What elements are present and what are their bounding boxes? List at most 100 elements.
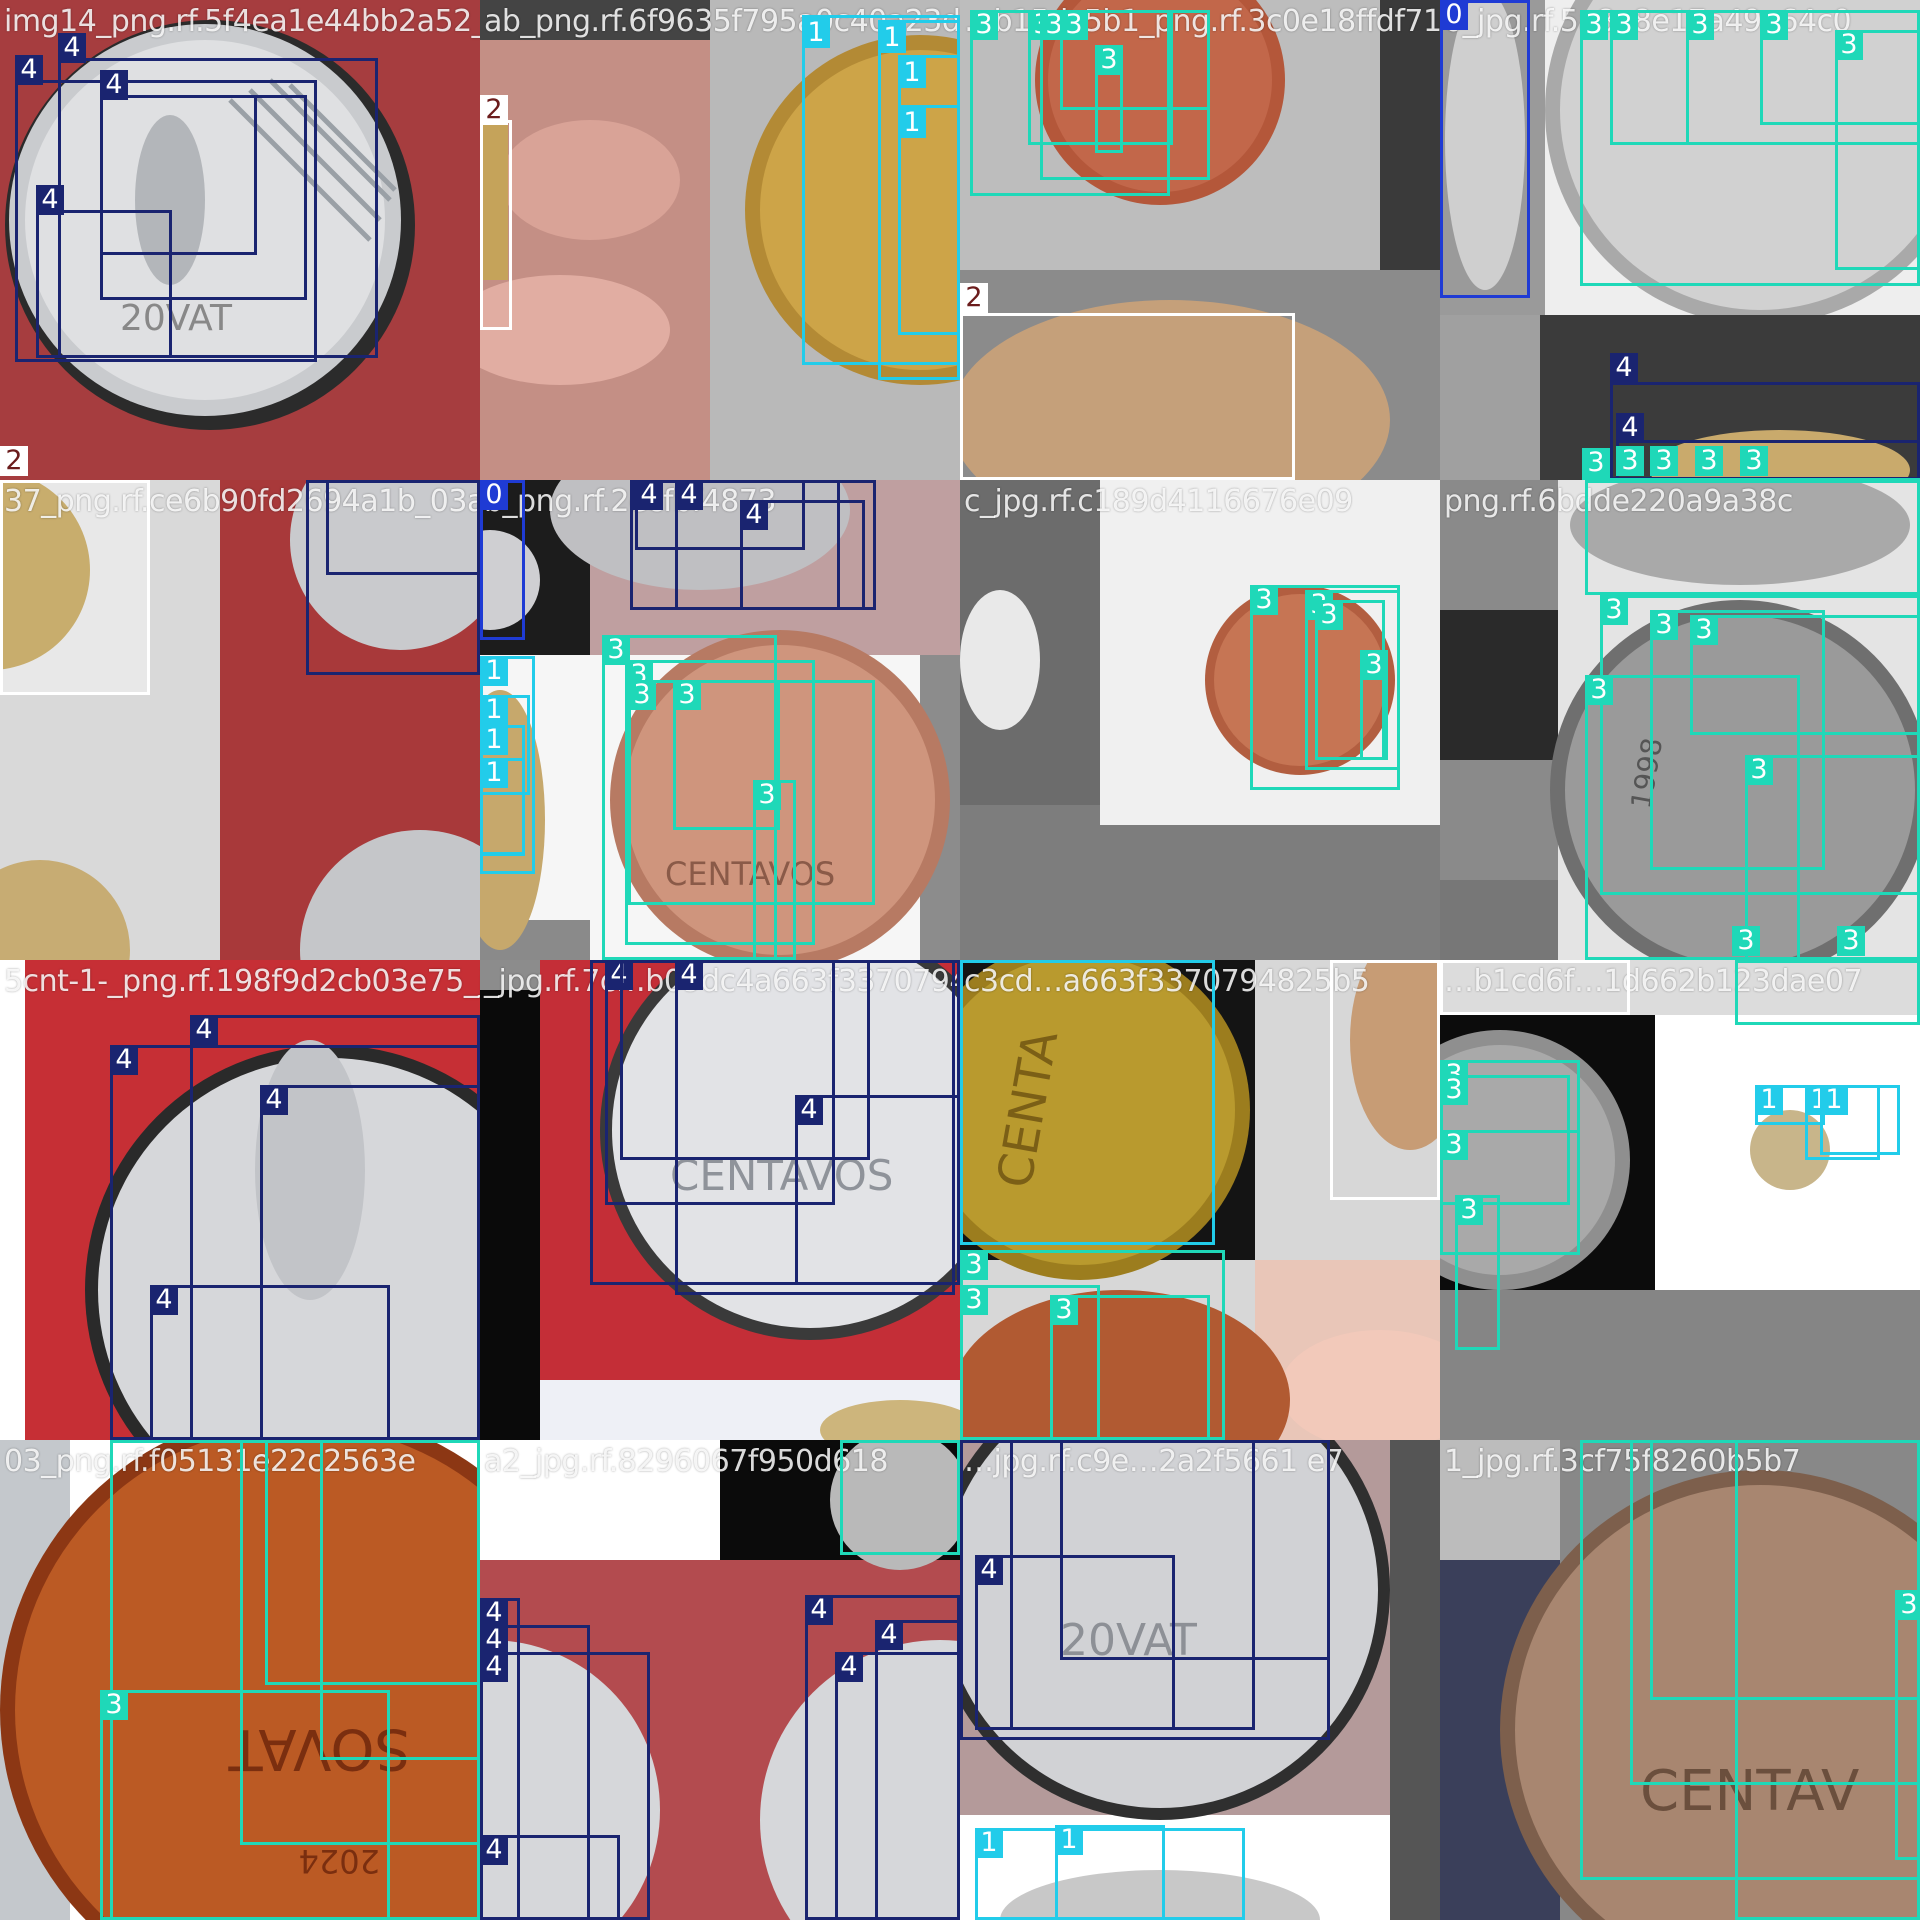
bbox-class-3: 3 [1695,446,1725,480]
bbox-class-3: 3 [1585,675,1800,960]
bbox-label: 3 [1455,1195,1483,1225]
tile-6: CENTAVOS b_png.rf.2ecfbf4873 0 4 4 4 4 1… [480,480,960,960]
bbox-label: 3 [1582,448,1610,478]
bbox-class-3: 3 [840,1440,960,1555]
tile-1: 20VAT img14_png.rf.5f4ea1e44bb2a52_052b6… [0,0,480,480]
bbox-label: 1 [975,1828,1003,1858]
tile-filename: _jpg.rf.7c…b09dc4a663f3370794825b5 [484,964,960,999]
bbox-class-3: 3 [1095,45,1123,153]
bbox-label: 3 [100,1690,128,1720]
bbox-label: 3 [1580,1440,1608,1441]
bbox-class-2: 2 [0,446,30,480]
bbox-class-3: 3 [1732,926,1765,960]
bbox-label: 2 [480,95,508,125]
bbox-label: 3 [265,1440,293,1441]
tile-14: a2_jpg.rf.8296067f950d618 3 4 4 4 4 4 4 … [480,1440,960,1920]
bbox-class-3: 3 [1616,446,1646,480]
bbox-class-1: 1 [1820,1085,1900,1155]
bbox-label: 3 [1745,755,1773,785]
bbox-label: 4 [480,1598,508,1628]
svg-text:CENTAVOS: CENTAVOS [665,855,835,893]
tile-13: SOVAT 2024 03_png.rf.f05131e22c2563e 3 3… [0,1440,480,1920]
coin-photo: CENTAV [1440,1440,1920,1920]
bbox-label: 4 [1610,353,1638,383]
tile-filename: png.rf.6bdde220a9a38c [1444,484,1793,519]
bbox-class-3 [1585,480,1920,595]
bbox-label: 3 [960,1250,988,1280]
coin-photo [0,960,480,1440]
bbox-class-3: 3 [1650,446,1680,480]
bbox-label: 3 [673,680,701,710]
tile-15: 20VAT …jpg.rf.c9e…2a2f5661 e7 4 4 4 4 1 … [960,1440,1440,1920]
svg-text:CENTAV: CENTAV [1640,1759,1859,1824]
svg-text:2024: 2024 [299,1842,380,1880]
bbox-label: 4 [260,1085,288,1115]
tile-filename: 1_jpg.rf.3cf75f8260b5b7 [1444,1444,1801,1479]
bbox-label: 1 [480,695,508,725]
bbox-label: 1 [960,960,988,961]
bbox-class-4: 4 [1060,1440,1330,1660]
bbox-class-3: 3 [1050,1295,1210,1440]
bbox-label: 0 [480,480,508,510]
bbox-class-3: 3 [1440,1130,1580,1255]
bbox-class-0: 0 [480,480,525,640]
bbox-class-3 [1735,960,1920,1025]
bbox-class-3: 3 [960,1285,1100,1440]
bbox-class-3: 3 [1650,610,1825,870]
bbox-label: 3 [1650,1440,1678,1441]
bbox-label: 3 [1440,1075,1468,1105]
tile-3: …b15dc5b1_png.rf.3c0e18ffdf710 3 3 3 3 3… [960,0,1440,480]
bbox-label: 1 [898,58,926,88]
bbox-label: 2 [960,283,988,313]
coin-photo [0,480,480,960]
bbox-class-4: 4 [480,1835,620,1920]
bbox-label: 1 [480,725,508,755]
bbox-label: 4 [795,1095,823,1125]
tile-filename: a2_jpg.rf.8296067f950d618 [484,1444,888,1479]
bbox-class-2: 2 [480,95,512,330]
bbox-class-3: 3 [320,1440,480,1760]
bbox-label: 4 [960,1440,988,1441]
bbox-class-3: 3 [1315,600,1385,760]
bbox-label: 4 [635,480,663,510]
bbox-class-1: 1 [960,960,1215,1245]
tile-9: 5cnt-1-_png.rf.198f9d2cb03e75_jpg 4 4 4 … [0,960,480,1440]
bbox-class-1: 1 [1055,1825,1165,1920]
bbox-class-1: 1 [898,105,960,335]
bbox-label: 4 [110,1045,138,1075]
bbox-class-2 [0,480,150,695]
bbox-class-1: 1 [480,758,525,856]
bbox-label: 0 [1440,0,1468,30]
tile-5: 37_png.rf.ce6b90fd2694a1b_03a 4 4 [0,480,480,960]
bbox-label: 3 [1837,926,1865,956]
bbox-label: 3 [320,1440,348,1441]
bbox-label: 4 [150,1285,178,1315]
bbox-class-2: 2 [1330,960,1440,1200]
bbox-class-4: 4 [100,70,257,255]
bbox-class-3: 3 [753,780,796,960]
bbox-label: 4 [306,480,334,481]
bbox-label: 4 [1616,413,1644,443]
bbox-label: 3 [628,680,656,710]
bbox-label: 3 [1732,926,1760,956]
bbox-label: 4 [675,480,703,510]
bbox-label: 3 [1630,1440,1658,1441]
bbox-class-1: 1 [480,656,535,874]
bbox-label: 3 [240,1440,268,1441]
bbox-label: 3 [753,780,781,810]
bbox-class-2: 2 [1440,480,1460,485]
bbox-label: 2 [0,446,28,476]
tile-filename: 03_png.rf.f05131e22c2563e [4,1444,416,1479]
bbox-class-3: 3 [1745,755,1920,960]
tile-8: 1998 png.rf.6bdde220a9a38c 2 3 3 3 3 3 3… [1440,480,1920,960]
tile-2: ab_png.rf.6f9635f795a0c40a23d 2 1 1 1 1 [480,0,960,480]
bbox-label: 3 [1600,595,1628,625]
bbox-label: 4 [605,960,633,990]
tile-filename: …jpg.rf.c9e…2a2f5661 e7 [964,1444,1344,1479]
bbox-label: 3 [1690,615,1718,645]
bbox-class-3: 3 [1360,650,1388,760]
bbox-label: 3 [1610,10,1638,40]
bbox-label: 1 [878,23,906,53]
bbox-label: 3 [1360,650,1388,680]
